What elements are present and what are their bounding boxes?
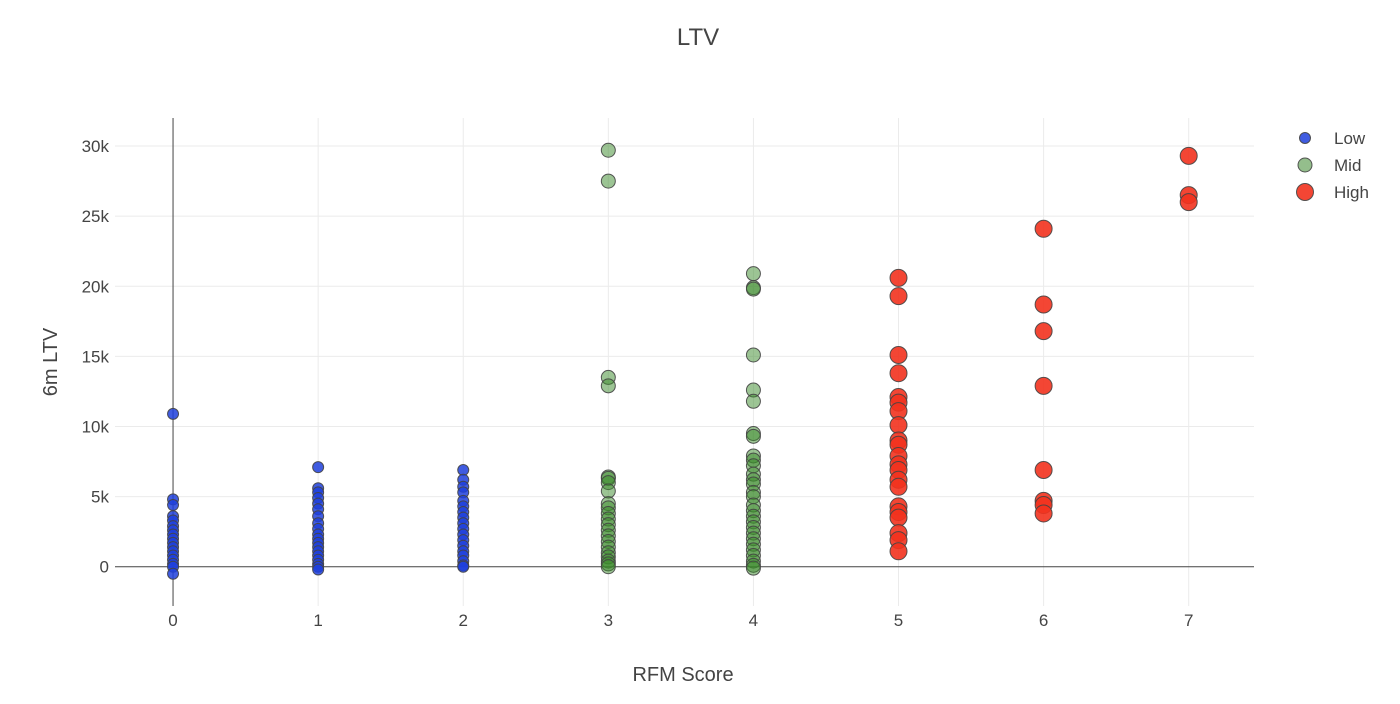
- data-point-low: [167, 499, 180, 512]
- legend-item-mid[interactable]: Mid: [1297, 156, 1361, 175]
- x-tick-label: 4: [749, 611, 758, 630]
- legend-item-high[interactable]: High: [1296, 183, 1369, 202]
- legend-label: High: [1334, 183, 1369, 202]
- data-point-mid: [745, 266, 761, 282]
- data-point-mid: [745, 347, 761, 363]
- data-point-low: [167, 407, 180, 420]
- data-point-high: [1179, 146, 1198, 165]
- chart-title: LTV: [677, 24, 719, 51]
- y-tick-label: 15k: [82, 347, 110, 366]
- data-point-mid: [600, 142, 616, 158]
- data-point-low: [312, 563, 325, 576]
- legend[interactable]: Low Mid High: [1296, 129, 1369, 202]
- data-point-high: [889, 268, 908, 287]
- legend-label: Low: [1334, 129, 1366, 148]
- data-point-mid: [745, 393, 761, 409]
- data-point-low: [167, 567, 180, 580]
- x-axis-ticks: 0 1 2 3 4 5 6 7: [168, 611, 1193, 630]
- legend-item-low[interactable]: Low: [1299, 129, 1366, 148]
- x-tick-label: 1: [313, 611, 322, 630]
- data-point-mid: [745, 428, 761, 444]
- data-point-high: [1034, 376, 1053, 395]
- x-axis-title: RFM Score: [632, 664, 733, 686]
- y-tick-label: 0: [100, 558, 109, 577]
- data-point-high: [1034, 295, 1053, 314]
- x-tick-label: 3: [604, 611, 613, 630]
- data-point-high: [889, 364, 908, 383]
- data-point-high: [889, 477, 908, 496]
- data-point-mid: [745, 560, 761, 576]
- x-tick-label: 7: [1184, 611, 1193, 630]
- data-point-high: [889, 416, 908, 435]
- axes: [115, 118, 1254, 606]
- data-points: [167, 142, 1198, 580]
- data-point-high: [1034, 504, 1053, 523]
- data-point-high: [889, 287, 908, 306]
- data-point-high: [1034, 322, 1053, 341]
- data-point-high: [1034, 460, 1053, 479]
- x-tick-label: 6: [1039, 611, 1048, 630]
- y-tick-label: 5k: [91, 488, 109, 507]
- data-point-high: [889, 508, 908, 527]
- y-tick-label: 20k: [82, 277, 110, 296]
- grid-lines: [115, 118, 1254, 606]
- data-point-mid: [745, 281, 761, 297]
- data-point-high: [1034, 219, 1053, 238]
- legend-marker: [1299, 132, 1311, 144]
- series-high: [889, 146, 1198, 561]
- series-low: [167, 407, 470, 580]
- data-point-low: [457, 560, 470, 573]
- y-tick-label: 30k: [82, 137, 110, 156]
- data-point-high: [889, 542, 908, 561]
- data-point-mid: [600, 173, 616, 189]
- legend-marker: [1296, 183, 1314, 201]
- series-mid: [600, 142, 761, 576]
- data-point-mid: [600, 559, 616, 575]
- legend-marker: [1297, 157, 1313, 173]
- x-tick-label: 2: [458, 611, 467, 630]
- data-point-low: [312, 461, 325, 474]
- y-axis-title: 6m LTV: [40, 327, 62, 396]
- x-tick-label: 0: [168, 611, 177, 630]
- legend-label: Mid: [1334, 156, 1361, 175]
- y-axis-ticks: 0 5k 10k 15k 20k 25k 30k: [82, 137, 110, 577]
- data-point-mid: [600, 378, 616, 394]
- data-point-high: [889, 345, 908, 364]
- data-point-high: [1179, 193, 1198, 212]
- y-tick-label: 10k: [82, 418, 110, 437]
- x-tick-label: 5: [894, 611, 903, 630]
- y-tick-label: 25k: [82, 207, 110, 226]
- data-point-mid: [600, 483, 616, 499]
